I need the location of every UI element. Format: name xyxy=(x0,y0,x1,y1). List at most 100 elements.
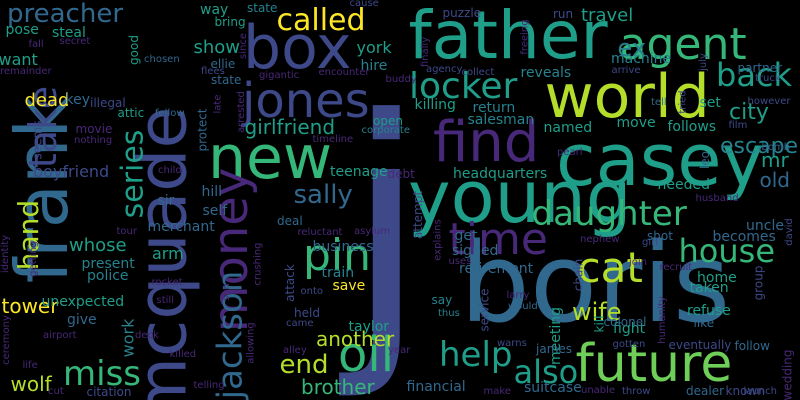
cloud-word: fight xyxy=(613,321,646,337)
cloud-word: telling xyxy=(193,380,225,391)
cloud-word: thus xyxy=(438,308,460,319)
cloud-word: came xyxy=(286,318,314,329)
cloud-word: son xyxy=(220,283,232,301)
cloud-word: meeting xyxy=(548,306,565,366)
cloud-word: onto xyxy=(300,286,324,297)
cloud-word: deck xyxy=(135,330,159,341)
cloud-word: machine xyxy=(611,51,672,67)
cloud-word: show xyxy=(193,37,241,58)
cloud-word: deal xyxy=(277,214,303,228)
cloud-word: partner xyxy=(737,61,783,75)
cloud-word: give xyxy=(67,312,97,328)
cloud-word: preacher xyxy=(7,0,124,29)
cloud-word: move xyxy=(616,115,656,131)
cloud-word: wife xyxy=(572,298,622,326)
cloud-word: encounter xyxy=(318,67,370,78)
cloud-word: police xyxy=(87,268,129,284)
cloud-word: july xyxy=(697,53,709,71)
cloud-word: house xyxy=(678,232,776,270)
cloud-word: find xyxy=(433,110,540,175)
cloud-word: chosen xyxy=(144,54,180,65)
cloud-word: future xyxy=(575,334,733,394)
cloud-word: boyfriend xyxy=(33,162,110,181)
cloud-word: also xyxy=(513,353,579,391)
cloud-word: citation xyxy=(86,385,132,399)
cloud-word: get xyxy=(454,228,478,244)
cloud-word: becomes xyxy=(712,229,776,245)
cloud-word: humanity xyxy=(656,296,668,344)
cloud-word: good xyxy=(126,35,141,65)
cloud-word: colonel xyxy=(603,315,647,329)
cloud-word: tower xyxy=(1,294,59,318)
cloud-word: freeing xyxy=(519,19,531,55)
cloud-word: attic xyxy=(117,106,145,120)
cloud-word: tell xyxy=(651,97,667,108)
cloud-word: work xyxy=(117,318,137,358)
cloud-word: attempt xyxy=(411,190,426,240)
cloud-word: return xyxy=(472,100,516,116)
cloud-word: new xyxy=(208,123,333,193)
cloud-word: set xyxy=(699,95,721,111)
cloud-word: secret xyxy=(59,36,91,47)
cloud-word: ceremony xyxy=(0,315,12,365)
cloud-word: locker xyxy=(409,66,518,107)
cloud-word: wolf xyxy=(10,372,52,396)
cloud-word: buddy xyxy=(385,74,417,85)
cloud-word: larry xyxy=(506,290,530,301)
cloud-word: end xyxy=(279,350,329,380)
cloud-word: business xyxy=(312,239,374,255)
cloud-word: sally xyxy=(293,180,353,210)
cloud-word: called xyxy=(276,3,366,38)
cloud-word: signed xyxy=(452,243,499,259)
cloud-word: pearl xyxy=(557,147,583,158)
cloud-word: follows xyxy=(667,119,717,135)
cloud-word: whose xyxy=(69,235,127,256)
cloud-word: allowing xyxy=(245,322,257,364)
cloud-word: still xyxy=(156,295,174,306)
cloud-word: cause xyxy=(349,0,379,9)
cloud-word: old xyxy=(759,168,791,192)
cloud-word: miss xyxy=(63,354,141,394)
cloud-word: financial xyxy=(406,379,466,395)
cloud-word: killing xyxy=(414,97,456,113)
cloud-word: kill xyxy=(591,315,606,333)
cloud-word: uses xyxy=(448,256,472,267)
cloud-word: pose xyxy=(5,22,39,38)
cloud-word: self xyxy=(202,203,228,219)
cloud-word: present xyxy=(81,256,135,272)
cloud-word: flees xyxy=(201,66,225,77)
cloud-word: teenage xyxy=(330,164,388,180)
cloud-word: child xyxy=(158,165,182,176)
cloud-word: finally xyxy=(420,36,432,68)
cloud-word: taken xyxy=(689,280,729,296)
cloud-word: gigantic xyxy=(259,70,300,81)
cloud-word: run xyxy=(553,7,574,21)
cloud-word: bring xyxy=(214,15,246,29)
cloud-word: airport xyxy=(43,330,77,341)
cloud-word: travel xyxy=(581,5,634,26)
cloud-word: debt xyxy=(387,167,415,181)
cloud-word: open xyxy=(373,114,403,128)
cloud-word: truck xyxy=(755,73,781,84)
cloud-word: want xyxy=(0,50,38,69)
cloud-word: casey xyxy=(556,118,765,202)
cloud-word: fall xyxy=(28,39,44,50)
cloud-word: dealer xyxy=(686,384,725,398)
cloud-word: ex xyxy=(617,34,647,62)
cloud-word: life xyxy=(22,360,38,371)
cloud-word: suitcase xyxy=(524,380,582,396)
cloud-word: collect xyxy=(461,67,495,78)
cloud-word: crushing xyxy=(251,242,263,286)
cloud-word: steal xyxy=(52,25,86,41)
cloud-word: attack xyxy=(282,264,297,302)
cloud-word: way xyxy=(200,2,229,18)
cloud-word: retirement xyxy=(459,261,534,277)
cloud-word: young xyxy=(408,155,632,239)
cloud-word: make xyxy=(483,386,511,397)
cloud-word: recruit xyxy=(659,262,693,273)
cloud-word: leo xyxy=(698,150,713,170)
cloud-word: agency xyxy=(426,64,463,75)
cloud-word: follow xyxy=(734,339,770,353)
cloud-word: needed xyxy=(657,177,711,193)
cloud-word: nothing xyxy=(74,135,113,146)
